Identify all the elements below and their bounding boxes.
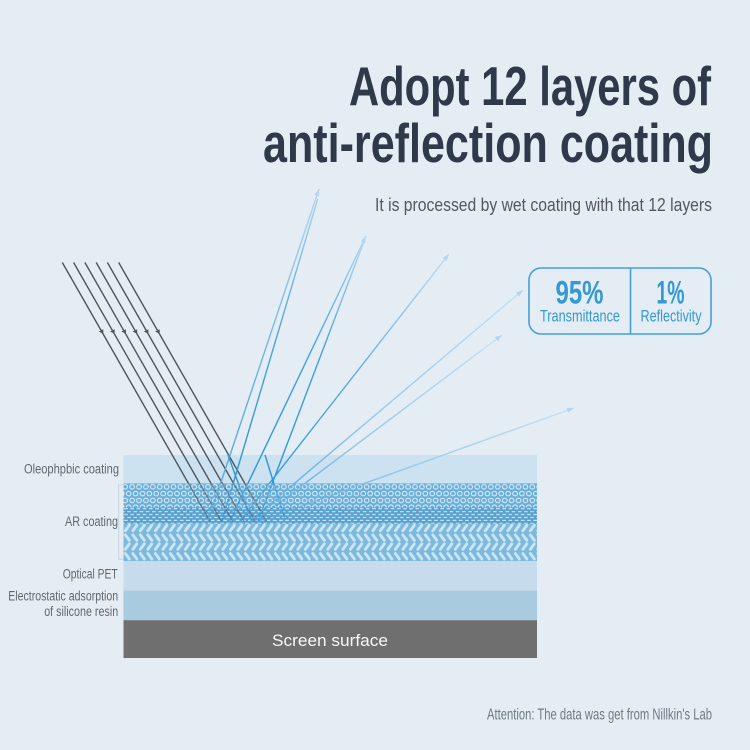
svg-text:of silicone resin: of silicone resin xyxy=(44,604,118,619)
svg-text:1%: 1% xyxy=(657,275,685,311)
svg-text:anti-reflection coating: anti-reflection coating xyxy=(263,112,713,174)
svg-text:It is processed by wet coating: It is processed by wet coating with that… xyxy=(375,195,712,215)
svg-text:95%: 95% xyxy=(556,275,604,311)
svg-text:Transmittance: Transmittance xyxy=(540,307,620,326)
svg-text:Attention: The data was get fr: Attention: The data was get from Nillkin… xyxy=(487,707,712,724)
svg-text:Adopt 12 layers of: Adopt 12 layers of xyxy=(349,55,712,117)
svg-text:AR coating: AR coating xyxy=(65,514,118,529)
svg-text:Electrostatic adsorption: Electrostatic adsorption xyxy=(8,589,118,604)
svg-text:Reflectivity: Reflectivity xyxy=(641,307,702,326)
svg-text:Oleophpbic coating: Oleophpbic coating xyxy=(24,462,119,477)
svg-text:Optical PET: Optical PET xyxy=(63,567,118,582)
svg-text:Screen surface: Screen surface xyxy=(272,631,388,650)
